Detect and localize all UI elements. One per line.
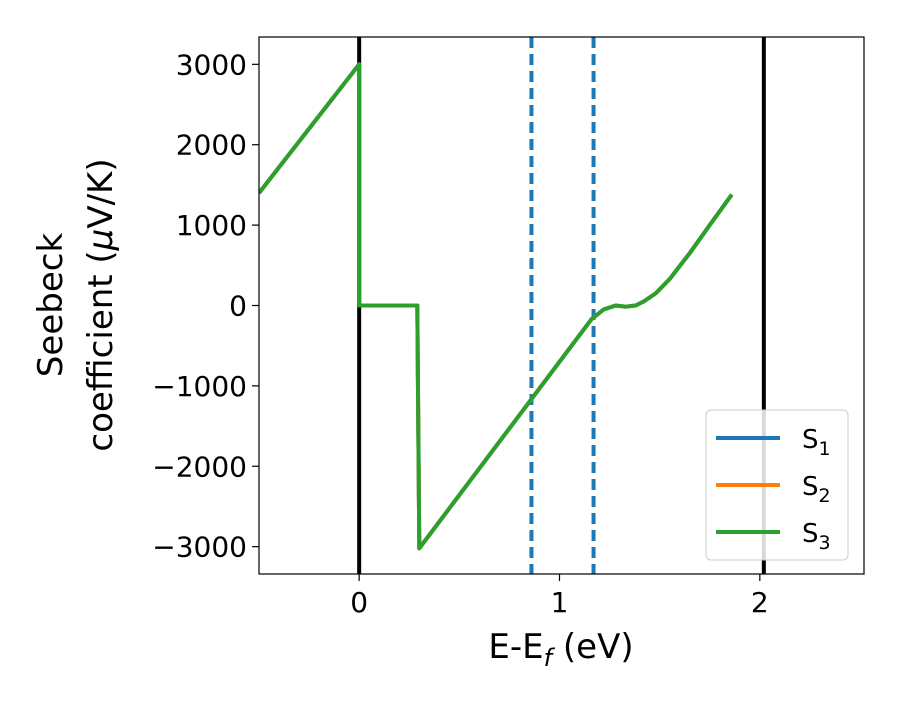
y-tick-label: 3000 [176, 48, 247, 81]
series-line-S3 [259, 62, 734, 551]
y-axis-title: Seebeck coefficient (μV/K) [31, 158, 121, 451]
y-axis-ticks: 3000 2000 1000 0 −1000 −2000 −3000 [152, 48, 259, 564]
y-tick-label: −3000 [152, 531, 247, 564]
y-tick-label: 0 [229, 290, 247, 323]
legend-label-S3: S3 [802, 519, 831, 554]
x-tick-label: 1 [551, 586, 569, 619]
legend-label-S1: S1 [802, 425, 831, 460]
legend: S1 S2 S3 [705, 409, 849, 561]
y-tick-label: 2000 [176, 129, 247, 162]
x-tick-label: 0 [350, 586, 368, 619]
y-tick-label: −1000 [152, 370, 247, 403]
x-tick-label: 2 [751, 586, 769, 619]
series-line-S1 [259, 62, 734, 551]
y-axis-title-line1: Seebeck [31, 233, 71, 378]
y-tick-label: 1000 [176, 209, 247, 242]
y-axis-title-line2: coefficient (μV/K) [81, 158, 121, 451]
series-line-S2 [259, 62, 734, 551]
series-lines [259, 62, 734, 551]
y-tick-label: −2000 [152, 450, 247, 483]
x-axis-title: E-Ef (eV) [488, 627, 633, 672]
x-axis-ticks: 0 1 2 [350, 574, 769, 619]
legend-label-S2: S2 [802, 472, 831, 507]
